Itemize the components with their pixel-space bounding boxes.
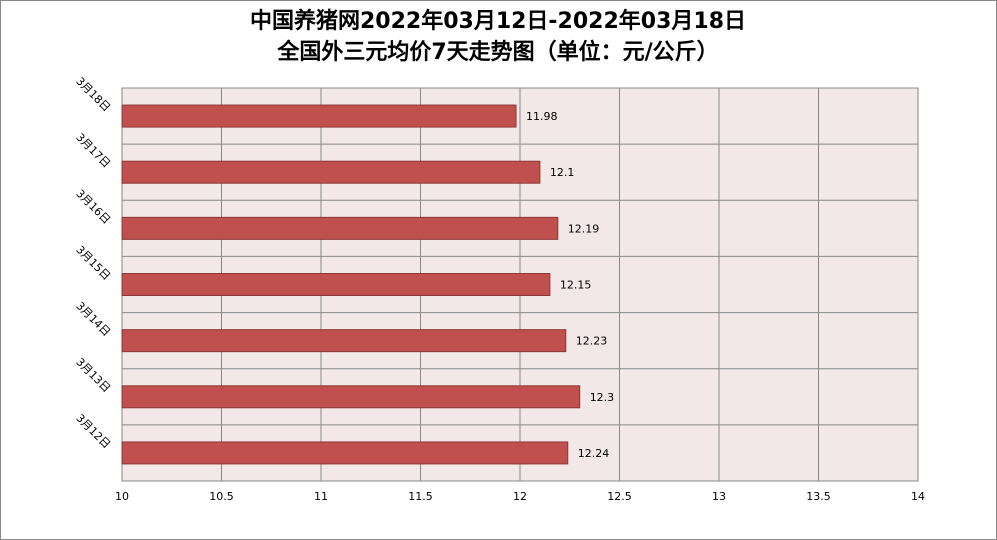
data-label: 12.19	[568, 222, 600, 235]
data-label: 12.15	[560, 279, 592, 292]
x-tick-label: 13	[712, 490, 726, 503]
x-tick-label: 10	[115, 490, 129, 503]
data-label: 11.98	[526, 110, 558, 123]
bar	[121, 441, 569, 465]
chart-title: 中国养猪网2022年03月12日-2022年03月18日	[250, 8, 746, 34]
x-tick-label: 12	[513, 490, 527, 503]
chart-subtitle: 全国外三元均价7天走势图（单位：元/公斤）	[276, 39, 718, 65]
x-tick-label: 11.5	[408, 490, 433, 503]
bar	[121, 329, 567, 353]
x-tick-label: 14	[911, 490, 925, 503]
data-label: 12.1	[550, 166, 575, 179]
x-tick-label: 10.5	[209, 490, 234, 503]
bar	[121, 104, 517, 128]
bar	[121, 273, 551, 296]
data-label: 12.3	[590, 391, 615, 404]
bar	[121, 160, 541, 184]
x-tick-label: 11	[314, 490, 328, 503]
x-tick-label: 12.5	[607, 490, 632, 503]
bar	[121, 216, 559, 240]
data-label: 12.23	[576, 335, 608, 348]
x-tick-label: 13.5	[806, 490, 831, 503]
bar	[121, 385, 581, 409]
data-label: 12.24	[578, 447, 610, 460]
